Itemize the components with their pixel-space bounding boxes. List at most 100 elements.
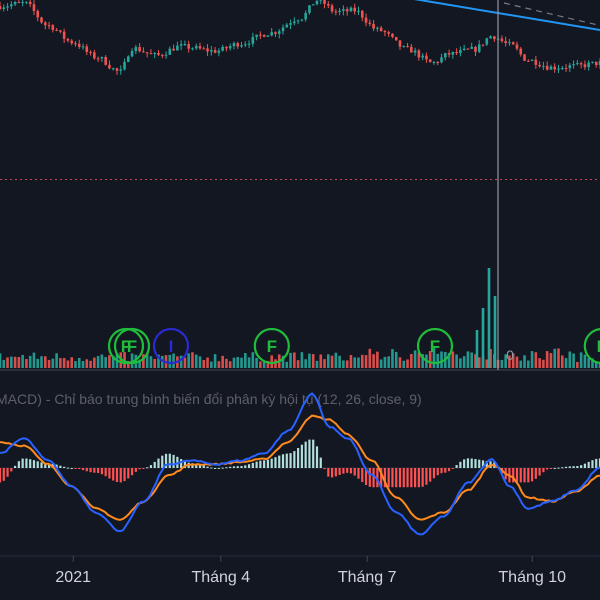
volume-spike-bar [493,296,497,368]
price-candle [489,36,492,39]
price-candle [32,4,36,11]
volume-bar [387,356,390,368]
price-candle [142,51,145,53]
price-candle [364,17,368,23]
macd-histogram-bar [436,468,439,476]
volume-bar [10,356,13,368]
price-candle [391,33,394,37]
macd-histogram-bar [70,467,73,469]
macd-histogram-bar [315,446,319,468]
price-candle [413,50,417,53]
time-axis-label: Tháng 10 [498,569,566,586]
volume-bar [538,358,541,368]
price-candle [55,29,58,31]
macd-histogram-bar [108,468,111,479]
volume-bar [6,357,9,368]
price-candle [376,27,379,29]
macd-histogram-bar [266,459,270,468]
price-candle [164,54,168,56]
volume-pane[interactable]: 0FFIFFF [0,268,600,368]
volume-bar [108,355,111,368]
event-marker-ring [152,327,190,365]
price-candle [311,4,315,6]
macd-histogram-bar [572,466,575,468]
volume-bar [145,353,149,368]
price-candle [104,56,107,65]
price-candle [319,0,323,1]
price-candle [568,65,572,69]
price-candle [304,12,307,20]
volume-bar [217,361,221,368]
volume-bar [360,354,364,368]
volume-bar [353,357,357,368]
price-candle [123,61,126,70]
macd-histogram-bar [202,465,205,468]
volume-bar [21,354,24,368]
volume-bar [327,354,330,368]
price-candle [436,62,440,64]
price-candle [511,42,515,45]
price-candle [119,69,123,71]
price-candle [183,44,187,46]
macd-histogram-bar [97,468,100,474]
price-candle [210,49,213,52]
volume-bar [428,351,432,368]
volume-bar [36,358,40,368]
event-marker-ring [253,327,290,365]
macd-line [0,392,600,536]
event-marker-label: F [597,337,600,356]
volume-spike-bar [481,308,485,368]
price-candle [77,43,81,47]
macd-histogram-bar [595,458,598,468]
volume-bar [0,353,2,368]
volume-bar [372,354,375,368]
price-candle [296,20,300,22]
macd-histogram-bar [130,468,134,476]
macd-histogram-bar [10,468,13,472]
time-axis[interactable]: 2021 Tháng 4 Tháng 7 Tháng 10 [55,556,566,586]
volume-bar [111,355,115,368]
macd-histogram-bar [55,464,58,468]
price-candle [466,48,470,50]
price-candle [530,59,534,61]
volume-bar [402,360,406,368]
price-candle [394,36,398,41]
macd-histogram-bar [353,468,356,476]
price-candle [266,35,270,37]
price-candle [89,51,92,53]
event-marker-label: F [127,337,137,356]
macd-histogram-bar [100,468,103,475]
volume-bar [527,360,530,368]
volume-bar [417,352,421,368]
macd-histogram-bar [232,466,236,468]
price-candle [425,55,428,60]
price-candle [81,46,85,48]
price-candle [247,43,251,45]
price-candle [572,64,575,66]
macd-histogram-bar [81,468,85,471]
macd-histogram-bar [323,468,326,470]
macd-histogram-bar [285,453,288,468]
macd-histogram-bar [308,439,311,468]
volume-bar [130,353,134,368]
macd-histogram-bar [304,441,307,468]
price-candle [383,30,387,33]
macd-pane[interactable] [0,392,600,536]
macd-histogram-bar [142,468,145,469]
macd-histogram-bar [153,461,156,468]
volume-bar [342,360,345,368]
price-candle [25,1,28,3]
macd-histogram-bar [557,467,560,469]
volume-bar [542,359,545,368]
volume-bar [127,360,130,368]
macd-histogram-bar [206,466,209,468]
volume-bar [221,355,224,368]
price-candle [43,22,47,26]
macd-histogram-bar [259,460,262,468]
macd-histogram-bar [512,468,515,483]
volume-bar [383,356,387,368]
volume-bar [323,359,326,368]
macd-histogram-bar [183,461,187,468]
macd-histogram-bar [138,468,141,470]
